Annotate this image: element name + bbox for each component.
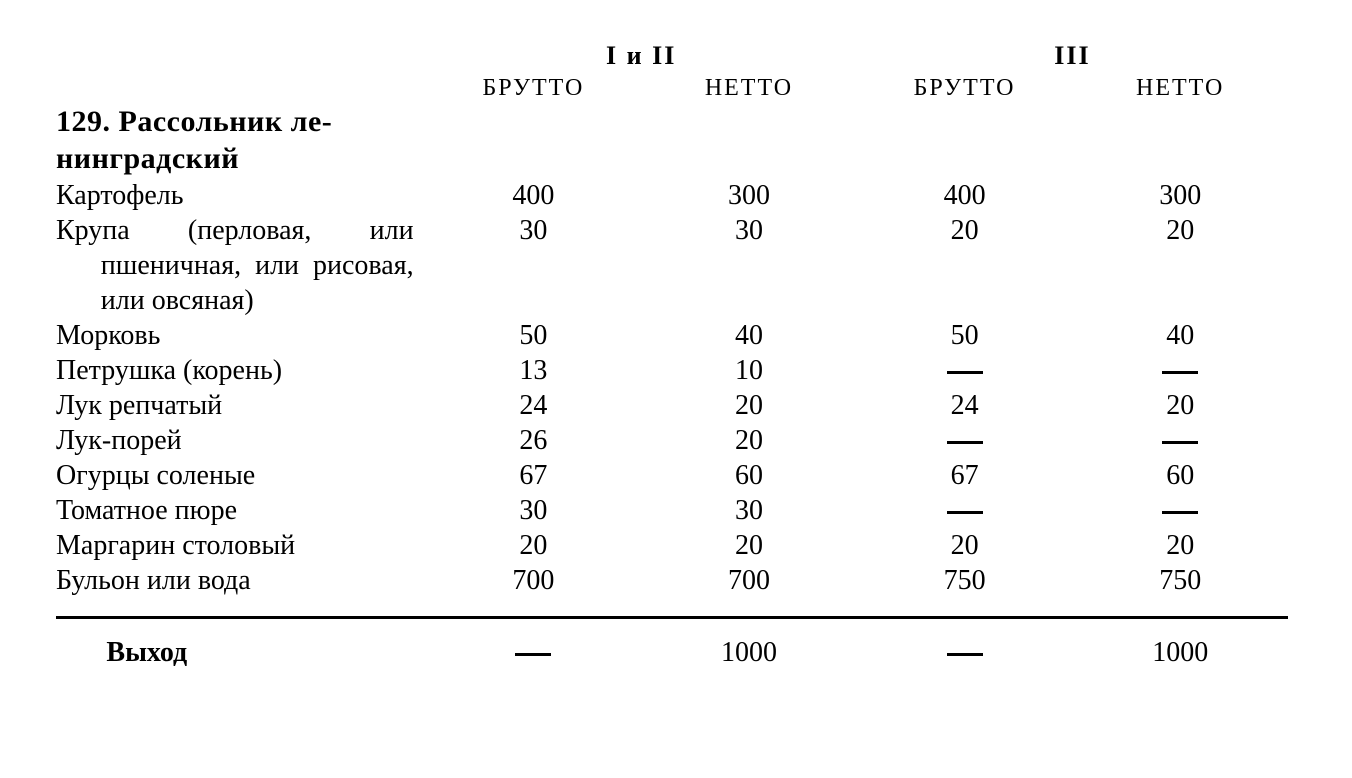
dash-icon xyxy=(947,441,983,444)
dash-icon xyxy=(1162,441,1198,444)
dash-icon xyxy=(515,653,551,656)
recipe-title: 129. Рассольник ле-нинградский xyxy=(56,103,1288,178)
column-sub-header-row: БРУТТОНЕТТОБРУТТОНЕТТО xyxy=(56,73,1288,103)
value-cell: 20 xyxy=(1072,388,1288,423)
value-cell: 20 xyxy=(857,528,1073,563)
value-cell: 750 xyxy=(857,563,1073,598)
column-group-header-row: I и IIIII xyxy=(56,40,1288,73)
dash-icon xyxy=(947,653,983,656)
yield-label: Выход xyxy=(56,619,426,670)
value-cell: 30 xyxy=(641,213,857,318)
table-row: Бульон или вода700700750750 xyxy=(56,563,1288,598)
table-row: Огурцы соленые67606760 xyxy=(56,458,1288,493)
ingredient-cell: Лук репчатый xyxy=(56,388,426,423)
yield-row: Выход 1000 1000 xyxy=(56,619,1288,670)
value-cell: 20 xyxy=(641,388,857,423)
value-cell xyxy=(1072,493,1288,528)
dash-icon xyxy=(1162,511,1198,514)
yield-value-cell xyxy=(857,619,1073,670)
ingredient-cell: Томатное пюре xyxy=(56,493,426,528)
ingredient-cell: Лук-порей xyxy=(56,423,426,458)
value-cell: 40 xyxy=(1072,318,1288,353)
table-row: Лук репчатый24202420 xyxy=(56,388,1288,423)
value-cell: 26 xyxy=(426,423,642,458)
value-cell xyxy=(857,423,1073,458)
value-cell xyxy=(1072,423,1288,458)
value-cell: 30 xyxy=(641,493,857,528)
ingredient-cell: Огурцы соленые xyxy=(56,458,426,493)
value-cell: 300 xyxy=(641,178,857,213)
value-cell: 24 xyxy=(426,388,642,423)
value-cell: 20 xyxy=(641,423,857,458)
ingredient-cell: Маргарин столовый xyxy=(56,528,426,563)
column-sub-header: НЕТТО xyxy=(1072,73,1288,103)
value-cell: 67 xyxy=(857,458,1073,493)
yield-value-cell: 1000 xyxy=(641,619,857,670)
value-cell: 400 xyxy=(857,178,1073,213)
column-group-header: III xyxy=(857,40,1288,73)
value-cell xyxy=(857,493,1073,528)
column-sub-header: БРУТТО xyxy=(857,73,1073,103)
column-sub-header: БРУТТО xyxy=(426,73,642,103)
value-cell: 40 xyxy=(641,318,857,353)
value-cell: 50 xyxy=(857,318,1073,353)
recipe-table-body: I и IIIIIБРУТТОНЕТТОБРУТТОНЕТТО129. Расс… xyxy=(56,40,1288,670)
value-cell: 20 xyxy=(1072,213,1288,318)
table-row: Морковь50405040 xyxy=(56,318,1288,353)
ingredient-cell: Морковь xyxy=(56,318,426,353)
value-cell: 750 xyxy=(1072,563,1288,598)
value-cell: 30 xyxy=(426,213,642,318)
ingredient-cell: Крупа (перловая, или пшеничная, или рисо… xyxy=(56,213,426,318)
yield-value-cell: 1000 xyxy=(1072,619,1288,670)
value-cell: 20 xyxy=(641,528,857,563)
table-row: Томатное пюре3030 xyxy=(56,493,1288,528)
value-cell: 50 xyxy=(426,318,642,353)
value-cell: 20 xyxy=(857,213,1073,318)
value-cell: 30 xyxy=(426,493,642,528)
divider-row xyxy=(56,598,1288,619)
value-cell: 20 xyxy=(1072,528,1288,563)
value-cell: 700 xyxy=(641,563,857,598)
value-cell: 60 xyxy=(641,458,857,493)
dash-icon xyxy=(947,511,983,514)
ingredient-cell: Картофель xyxy=(56,178,426,213)
table-row: Петрушка (корень)1310 xyxy=(56,353,1288,388)
ingredient-cell: Бульон или вода xyxy=(56,563,426,598)
table-row: Лук-порей2620 xyxy=(56,423,1288,458)
value-cell: 13 xyxy=(426,353,642,388)
column-sub-header: НЕТТО xyxy=(641,73,857,103)
value-cell: 60 xyxy=(1072,458,1288,493)
value-cell: 10 xyxy=(641,353,857,388)
value-cell xyxy=(1072,353,1288,388)
dash-icon xyxy=(1162,371,1198,374)
table-row: Маргарин столовый20202020 xyxy=(56,528,1288,563)
value-cell: 700 xyxy=(426,563,642,598)
table-row: Картофель400300400300 xyxy=(56,178,1288,213)
value-cell: 24 xyxy=(857,388,1073,423)
dash-icon xyxy=(947,371,983,374)
yield-value-cell xyxy=(426,619,642,670)
value-cell: 67 xyxy=(426,458,642,493)
recipe-title-row: 129. Рассольник ле-нинградский xyxy=(56,103,1288,178)
table-row: Крупа (перловая, или пшеничная, или рисо… xyxy=(56,213,1288,318)
ingredient-cell: Петрушка (корень) xyxy=(56,353,426,388)
value-cell: 300 xyxy=(1072,178,1288,213)
recipe-table: I и IIIIIБРУТТОНЕТТОБРУТТОНЕТТО129. Расс… xyxy=(56,40,1288,670)
column-group-header: I и II xyxy=(426,40,857,73)
value-cell xyxy=(857,353,1073,388)
value-cell: 20 xyxy=(426,528,642,563)
value-cell: 400 xyxy=(426,178,642,213)
